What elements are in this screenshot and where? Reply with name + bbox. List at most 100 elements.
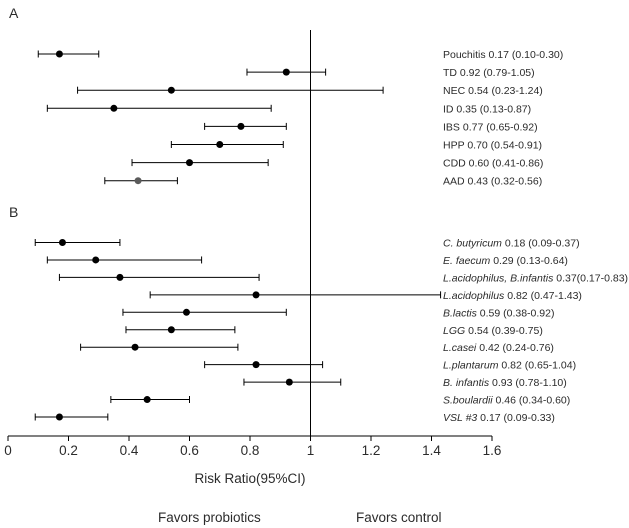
forest-row: B.lactis 0.59 (0.38-0.92) (122, 307, 554, 319)
forest-row: VSL #3 0.17 (0.09-0.33) (34, 412, 555, 424)
favors-probiotics-label: Favors probiotics (158, 510, 261, 525)
forest-row: L.casei 0.42 (0.24-0.76) (80, 342, 554, 354)
row-ci-text: 0.29 (0.13-0.64) (490, 255, 568, 267)
row-name: L.plantarum (443, 360, 499, 372)
forest-row: HPP 0.70 (0.54-0.91) (170, 140, 542, 152)
forest-row: L.plantarum 0.82 (0.65-1.04) (204, 360, 576, 372)
x-tick-label: 0.4 (120, 443, 139, 458)
row-label: L.acidophilus, B.infantis 0.37(0.17-0.83… (443, 272, 628, 284)
row-name: ID (443, 103, 454, 115)
point-estimate (92, 256, 100, 264)
x-tick-label: 1.6 (483, 443, 502, 458)
forest-row: E. faecum 0.29 (0.13-0.64) (46, 255, 568, 267)
point-estimate (216, 141, 224, 148)
row-label: NEC 0.54 (0.23-1.24) (443, 85, 543, 97)
forest-row: IBS 0.77 (0.65-0.92) (204, 121, 538, 133)
estimate-rows: Pouchitis 0.17 (0.10-0.30) TD 0.92 (0.79-… (34, 49, 628, 424)
row-ci-text: 0.46 (0.34-0.60) (493, 395, 571, 407)
row-name: NEC (443, 85, 466, 97)
point-estimate (282, 68, 290, 76)
point-estimate (167, 86, 175, 94)
row-name: B. infantis (443, 377, 490, 389)
forest-row: TD 0.92 (0.79-1.05) (246, 67, 535, 79)
row-label: B.lactis 0.59 (0.38-0.92) (443, 307, 554, 319)
row-name: B.lactis (443, 307, 478, 319)
point-estimate (134, 177, 142, 185)
row-label: L.casei 0.42 (0.24-0.76) (443, 342, 554, 354)
x-tick-label: 1.4 (422, 443, 441, 458)
row-label: Pouchitis 0.17 (0.10-0.30) (443, 49, 563, 61)
forest-row: CDD 0.60 (0.41-0.86) (131, 158, 544, 170)
row-ci-text: 0.93 (0.78-1.10) (489, 377, 567, 389)
row-ci-text: 0.42 (0.24-0.76) (476, 342, 554, 354)
x-tick-label: 1 (307, 443, 315, 458)
row-label: L.acidophilus 0.82 (0.47-1.43) (443, 290, 582, 302)
row-ci-text: 0.18 (0.09-0.37) (502, 238, 580, 250)
x-tick-label: 0.6 (180, 443, 199, 458)
row-ci-text: 0.77 (0.65-0.92) (460, 121, 538, 133)
row-name: L.casei (443, 342, 477, 354)
forest-row: L.acidophilus 0.82 (0.47-1.43) (149, 290, 582, 302)
point-estimate (110, 104, 118, 112)
point-estimate (182, 308, 190, 316)
favors-control-label: Favors control (356, 510, 442, 525)
x-axis-title: Risk Ratio(95%CI) (194, 471, 305, 486)
row-name: C. butyricum (443, 238, 502, 250)
point-estimate (131, 343, 139, 351)
forest-row: AAD 0.43 (0.32-0.56) (104, 176, 542, 188)
point-estimate (116, 273, 124, 281)
point-estimate (252, 361, 260, 369)
row-name: L.acidophilus (443, 290, 505, 302)
row-ci-text: 0.37(0.17-0.83) (553, 272, 628, 284)
row-label: B. infantis 0.93 (0.78-1.10) (443, 377, 567, 389)
x-axis-ticks: 0 0.2 0.4 0.6 0.8 1 1.2 1.4 1.6 (4, 436, 501, 458)
row-label: TD 0.92 (0.79-1.05) (443, 67, 535, 79)
x-tick-label: 0.2 (59, 443, 78, 458)
row-name: TD (443, 67, 457, 79)
point-estimate (143, 396, 151, 404)
row-ci-text: 0.43 (0.32-0.56) (465, 176, 543, 188)
row-name: E. faecum (443, 255, 491, 267)
forest-row: Pouchitis 0.17 (0.10-0.30) (37, 49, 563, 61)
row-label: VSL #3 0.17 (0.09-0.33) (443, 412, 555, 424)
row-ci-text: 0.59 (0.38-0.92) (477, 307, 555, 319)
point-estimate (285, 378, 293, 386)
row-name: LGG (443, 325, 465, 337)
row-label: E. faecum 0.29 (0.13-0.64) (443, 255, 568, 267)
forest-row: ID 0.35 (0.13-0.87) (46, 103, 531, 115)
x-tick-label: 1.2 (362, 443, 381, 458)
row-name: CDD (443, 158, 466, 170)
forest-row: S.boulardii 0.46 (0.34-0.60) (110, 395, 570, 407)
row-label: S.boulardii 0.46 (0.34-0.60) (443, 395, 570, 407)
panel-b-label: B (9, 204, 18, 220)
row-ci-text: 0.35 (0.13-0.87) (454, 103, 532, 115)
row-name: L.acidophilus, B.infantis (443, 272, 554, 284)
row-ci-text: 0.70 (0.54-0.91) (464, 140, 542, 152)
row-ci-text: 0.17 (0.09-0.33) (477, 412, 555, 424)
row-ci-text: 0.92 (0.79-1.05) (457, 67, 535, 79)
row-label: LGG 0.54 (0.39-0.75) (443, 325, 543, 337)
point-estimate (252, 291, 260, 299)
row-name: VSL #3 (443, 412, 477, 424)
panel-a-label: A (9, 5, 19, 21)
row-label: L.plantarum 0.82 (0.65-1.04) (443, 360, 576, 372)
row-name: AAD (443, 176, 465, 188)
point-estimate (55, 413, 63, 421)
row-ci-text: 0.82 (0.65-1.04) (498, 360, 576, 372)
row-ci-text: 0.60 (0.41-0.86) (466, 158, 544, 170)
row-label: ID 0.35 (0.13-0.87) (443, 103, 531, 115)
row-name: Pouchitis (443, 49, 486, 61)
point-estimate (58, 239, 66, 246)
x-tick-label: 0.8 (241, 443, 260, 458)
forest-row: NEC 0.54 (0.23-1.24) (77, 85, 543, 97)
row-name: HPP (443, 140, 465, 152)
forest-row: C. butyricum 0.18 (0.09-0.37) (34, 238, 580, 250)
point-estimate (55, 50, 63, 58)
forest-row: B. infantis 0.93 (0.78-1.10) (243, 377, 567, 389)
row-ci-text: 0.17 (0.10-0.30) (486, 49, 564, 61)
row-label: AAD 0.43 (0.32-0.56) (443, 176, 542, 188)
row-label: HPP 0.70 (0.54-0.91) (443, 140, 542, 152)
point-estimate (167, 326, 175, 334)
row-name: IBS (443, 121, 460, 133)
